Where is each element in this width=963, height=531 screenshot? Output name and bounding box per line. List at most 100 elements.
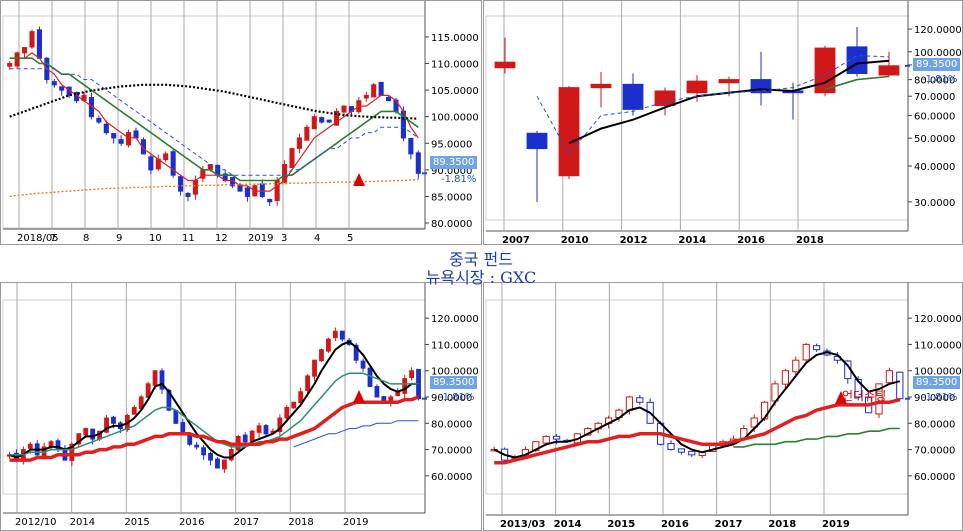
y-tick-label: 80.0000 — [431, 219, 472, 230]
candle-body — [192, 179, 198, 195]
plot-area — [2, 15, 426, 229]
x-tick-label: 2016 — [737, 235, 765, 244]
series-line — [9, 83, 419, 120]
y-tick-label: 95.0000 — [431, 139, 472, 150]
series-line — [493, 351, 901, 459]
price-box-daily: 89.3500 — [430, 156, 478, 169]
candle-body — [96, 117, 102, 123]
y-tick-label: 70.0000 — [914, 446, 955, 457]
candle-body — [178, 176, 184, 192]
up-arrow — [835, 391, 847, 404]
y-tick-label: 60.0000 — [914, 111, 955, 122]
y-tick-label: 70.0000 — [431, 446, 472, 457]
candle-body — [185, 192, 191, 197]
candle-body — [118, 139, 124, 144]
yearly-chart: 30.0000 40.0000 50.0000 60.0000 70.0000 80.00… — [485, 1, 962, 244]
x-tick-label: 2018 — [796, 235, 824, 244]
daily-chart: 80.0000 85.0000 90.0000 95.0000 100.0000 105.… — [2, 1, 479, 244]
candle-body — [263, 425, 269, 435]
candle-body — [688, 450, 696, 456]
plot-area — [485, 15, 909, 221]
candle-body — [552, 435, 561, 440]
series-line — [536, 55, 890, 155]
monthly-chart: 60.0000 70.0000 80.0000 90.0000 100.0000 110.… — [485, 283, 962, 530]
x-tick-label: 2015 — [124, 517, 149, 528]
series-line — [9, 372, 419, 456]
y-tick-label: 70.0000 — [914, 92, 955, 103]
candle-body — [83, 428, 89, 436]
candle-body — [353, 344, 359, 361]
candle-body — [221, 459, 227, 470]
candle-body — [242, 434, 248, 443]
y-tick-label: 120.0000 — [914, 314, 962, 325]
candle-body — [126, 132, 132, 146]
series-line — [293, 420, 419, 448]
candle-body — [885, 370, 894, 384]
change-monthly: -1.81% — [922, 392, 958, 403]
candle-body — [334, 110, 340, 126]
candle-body — [319, 349, 324, 362]
y-tick-label: 90.0000 — [431, 393, 472, 404]
candle-body — [90, 428, 96, 440]
candle-body — [145, 383, 151, 398]
x-tick-label: 5 — [347, 233, 353, 244]
candle-body — [814, 47, 836, 94]
candle-body — [298, 391, 304, 404]
y-tick-label: 110.0000 — [431, 340, 479, 351]
candle-body — [325, 338, 331, 352]
candle-body — [267, 198, 273, 203]
candle-body — [256, 425, 262, 433]
chart-panel-weekly: 60.0000 70.0000 80.0000 90.0000 100.0000 110.… — [0, 282, 482, 531]
candle-body — [304, 126, 310, 141]
candle-body — [718, 79, 740, 84]
x-tick-label: 2016 — [661, 519, 689, 530]
x-tick-label: 4 — [314, 233, 320, 244]
candle-body — [311, 116, 317, 130]
price-box-monthly: 89.3500 — [913, 376, 961, 389]
candle-body — [104, 417, 109, 433]
candle-body — [622, 83, 644, 110]
candle-body — [59, 86, 65, 91]
candle-body — [319, 117, 325, 123]
candle-body — [802, 343, 810, 361]
chart-panel-yearly: 30.0000 40.0000 50.0000 60.0000 70.0000 80.00… — [483, 0, 963, 245]
candle-body — [131, 407, 137, 415]
x-tick-label: 2015 — [607, 519, 635, 530]
candle-body — [148, 156, 154, 171]
candle-body — [163, 153, 169, 161]
title-line-1: 중국 펀드 — [449, 250, 513, 269]
candle-body — [284, 407, 290, 419]
series-line — [9, 395, 420, 462]
candle-body — [249, 430, 255, 442]
y-tick-label: 105.0000 — [431, 86, 479, 97]
candle-body — [792, 359, 800, 373]
y-tick-label: 100.0000 — [431, 367, 479, 378]
candle-body — [111, 133, 117, 139]
x-tick-label: 3 — [281, 233, 287, 244]
candle-body — [590, 83, 612, 89]
candle-body — [111, 416, 116, 424]
candle-body — [378, 81, 384, 96]
series-line — [733, 427, 900, 448]
x-tick-label: 2010 — [561, 235, 589, 244]
candle-body — [289, 148, 295, 168]
y-tick-label: 50.0000 — [914, 134, 955, 145]
x-tick-label: 2019 — [248, 233, 273, 244]
candle-body — [69, 443, 75, 461]
candle-body — [408, 137, 414, 155]
x-tick-label: 2018 — [768, 519, 796, 530]
candle-body — [360, 360, 366, 369]
candle-body — [386, 96, 392, 102]
y-tick-label: 100.0000 — [431, 113, 479, 124]
x-tick-label: 2014 — [678, 235, 706, 244]
candle-body — [332, 330, 338, 339]
candle-body — [277, 417, 283, 433]
candle-body — [312, 359, 317, 377]
x-tick-label: 10 — [149, 233, 162, 244]
candle-body — [22, 47, 28, 54]
candle-body — [415, 152, 421, 174]
candle-body — [326, 119, 332, 123]
y-tick-label: 110.0000 — [914, 340, 962, 351]
y-tick-label: 80.0000 — [914, 419, 955, 430]
candle-body — [667, 442, 675, 451]
